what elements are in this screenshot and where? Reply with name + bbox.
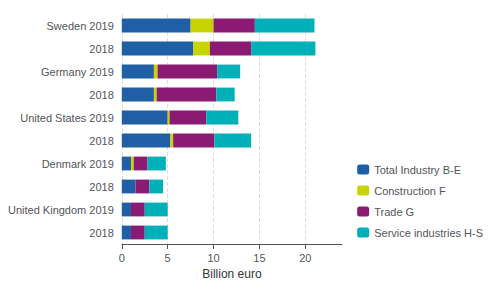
svg-text:Service industries H-S: Service industries H-S bbox=[374, 227, 483, 239]
svg-text:2018: 2018 bbox=[89, 89, 113, 101]
svg-text:Billion euro: Billion euro bbox=[202, 267, 262, 281]
svg-text:15: 15 bbox=[253, 252, 265, 264]
svg-text:Denmark 2019: Denmark 2019 bbox=[42, 158, 114, 170]
svg-text:Sweden 2019: Sweden 2019 bbox=[47, 20, 114, 32]
svg-text:2018: 2018 bbox=[89, 181, 113, 193]
svg-text:2018: 2018 bbox=[89, 135, 113, 147]
svg-text:Total Industry B-E: Total Industry B-E bbox=[374, 164, 461, 176]
svg-text:Germany 2019: Germany 2019 bbox=[41, 66, 114, 78]
svg-text:2018: 2018 bbox=[89, 227, 113, 239]
svg-text:5: 5 bbox=[165, 252, 171, 264]
svg-text:2018: 2018 bbox=[89, 43, 113, 55]
svg-text:United States 2019: United States 2019 bbox=[20, 112, 114, 124]
svg-text:0: 0 bbox=[119, 252, 125, 264]
svg-text:20: 20 bbox=[299, 252, 311, 264]
svg-text:United Kingdom 2019: United Kingdom 2019 bbox=[8, 204, 114, 216]
svg-text:Construction F: Construction F bbox=[374, 185, 446, 197]
svg-text:10: 10 bbox=[207, 252, 219, 264]
svg-text:Trade G: Trade G bbox=[374, 206, 414, 218]
